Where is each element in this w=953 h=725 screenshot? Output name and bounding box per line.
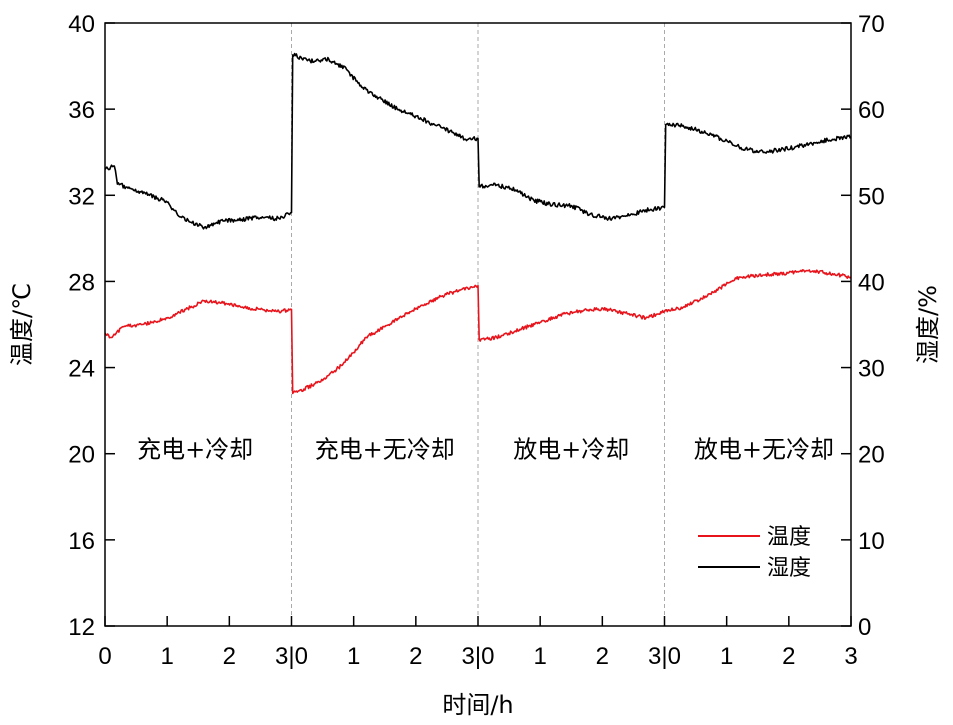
x-tick-label: 3|0 (462, 643, 495, 670)
phase-label-2: 充电+无冷却 (315, 436, 455, 464)
x-tick-label: 2 (596, 643, 609, 670)
right-y-tick-label: 30 (858, 356, 885, 383)
x-tick-label: 3|0 (275, 643, 308, 670)
legend-label-1: 温度 (767, 525, 811, 550)
x-tick-label: 3 (844, 643, 857, 670)
left-y-tick-label: 24 (68, 356, 95, 383)
series-layer (104, 52, 852, 395)
left-y-tick-label: 40 (68, 11, 95, 38)
right-y-tick-label: 50 (858, 183, 885, 210)
right-y-tick-label: 0 (858, 614, 871, 641)
left-y-tick-label: 36 (68, 97, 95, 124)
left-y-tick-label: 28 (68, 269, 95, 296)
phase-divider-layer (291, 23, 665, 626)
x-tick-label: 1 (347, 643, 360, 670)
x-tick-label: 3|0 (648, 643, 681, 670)
x-tick-label: 1 (533, 643, 546, 670)
x-tick-label: 0 (98, 643, 111, 670)
x-tick-label: 1 (720, 643, 733, 670)
left-y-tick-label: 12 (68, 614, 95, 641)
phase-labels: 充电+冷却 充电+无冷却 放电+冷却 放电+无冷却 (137, 436, 834, 464)
right-y-tick-label: 10 (858, 528, 885, 555)
series-line-1 (104, 269, 852, 395)
series-line-2 (104, 52, 852, 230)
x-tick-label: 1 (160, 643, 173, 670)
left-y-tick-label: 16 (68, 528, 95, 555)
right-y-tick-label: 40 (858, 269, 885, 296)
phase-label-1: 充电+冷却 (137, 436, 253, 464)
x-axis-title: 时间/h (442, 691, 513, 719)
right-y-tick-label: 60 (858, 97, 885, 124)
right-y-tick-label: 70 (858, 11, 885, 38)
x-tick-label: 2 (409, 643, 422, 670)
left-y-axis-title: 温度/℃ (8, 283, 36, 366)
legend-label-2: 湿度 (767, 556, 811, 581)
x-tick-label: 2 (223, 643, 236, 670)
right-y-tick-label: 20 (858, 442, 885, 469)
left-y-tick-label: 20 (68, 442, 95, 469)
phase-label-4: 放电+无冷却 (694, 436, 834, 464)
left-y-tick-label: 32 (68, 183, 95, 210)
right-y-axis-title: 湿度/% (914, 285, 942, 364)
phase-label-3: 放电+冷却 (513, 436, 629, 464)
x-tick-label: 2 (782, 643, 795, 670)
